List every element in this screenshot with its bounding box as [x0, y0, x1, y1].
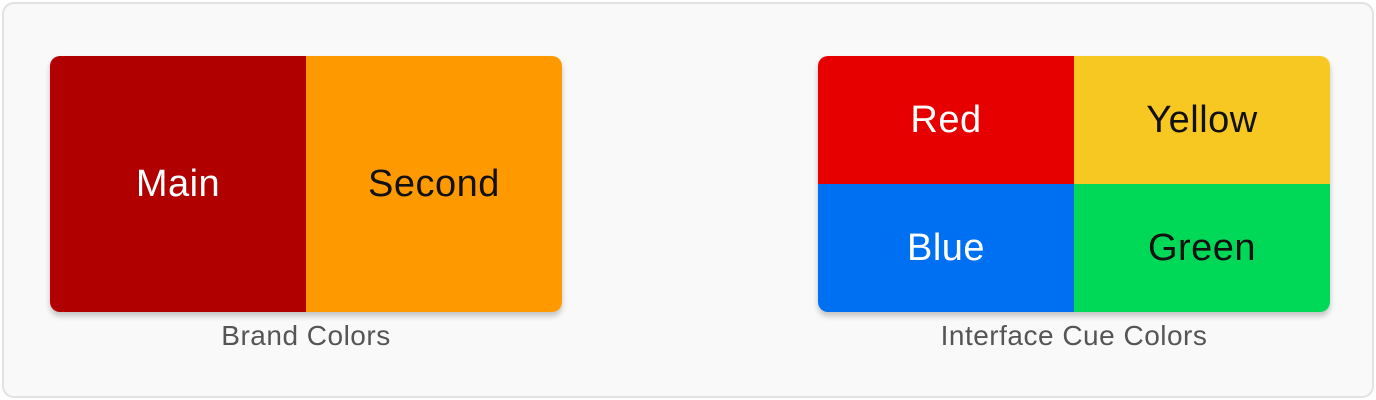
interface-cue-colors-palette: Red Yellow Blue Green	[818, 56, 1330, 312]
swatch-blue: Blue	[818, 184, 1074, 312]
swatch-yellow: Yellow	[1074, 56, 1330, 184]
swatch-red: Red	[818, 56, 1074, 184]
interface-cue-colors-caption: Interface Cue Colors	[940, 320, 1208, 351]
swatch-main: Main	[50, 56, 306, 312]
swatch-green: Green	[1074, 184, 1330, 312]
brand-colors-caption: Brand Colors	[221, 320, 391, 351]
brand-colors-palette: Main Second	[50, 56, 562, 312]
swatch-second: Second	[306, 56, 562, 312]
